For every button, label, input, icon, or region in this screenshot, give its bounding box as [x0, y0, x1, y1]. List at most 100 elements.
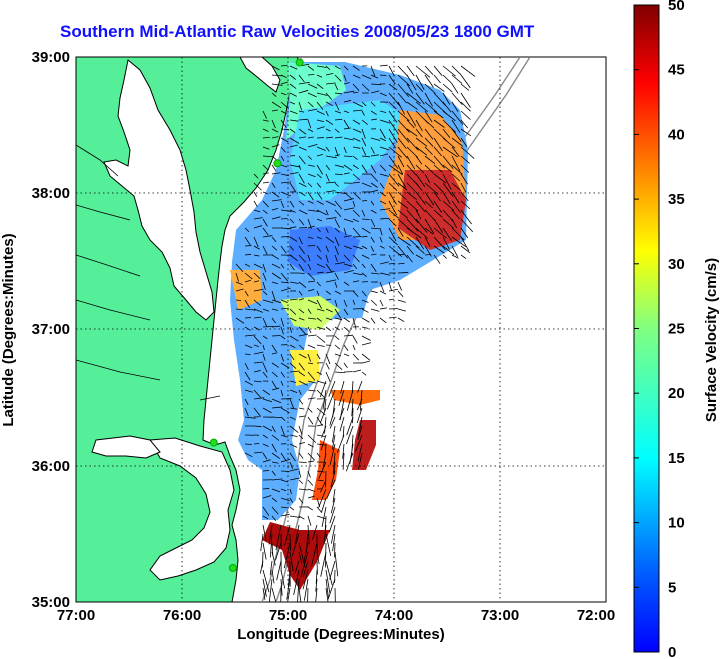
velocity-vector: [323, 524, 327, 545]
velocity-vector: [424, 119, 435, 129]
velocity-vector: [269, 533, 273, 558]
velocity-vector: [316, 110, 325, 115]
velocity-vector: [406, 200, 419, 212]
velocity-vector: [289, 461, 293, 470]
velocity-vector: [415, 65, 431, 78]
velocity-vector: [433, 200, 443, 213]
velocity-vector: [451, 191, 460, 204]
velocity-vector: [307, 143, 318, 148]
velocity-vector: [298, 353, 307, 359]
velocity-vector: [289, 281, 299, 284]
velocity-vector: [324, 416, 327, 434]
velocity-vector: [316, 371, 323, 375]
velocity-vector: [316, 479, 324, 482]
x-tick-label: 76:00: [163, 607, 201, 624]
velocity-vector: [280, 434, 288, 438]
velocity-vector: [442, 245, 455, 256]
velocity-vector: [334, 317, 343, 321]
colorbar-label: Surface Velocity (cm/s): [703, 258, 720, 422]
x-axis: 77:00 76:00 75:00 74:00 73:00 72:00 Long…: [57, 607, 615, 643]
velocity-vector: [307, 389, 316, 392]
velocity-vector: [289, 407, 297, 410]
velocity-vector: [271, 263, 281, 269]
grid-lines: [76, 57, 606, 602]
velocity-vector: [352, 65, 360, 71]
velocity-vector: [280, 146, 286, 153]
velocity-vector: [330, 497, 336, 514]
velocity-vector: [316, 227, 321, 233]
velocity-vector: [298, 263, 304, 272]
velocity-vector: [379, 272, 391, 276]
velocity-vector: [271, 478, 283, 481]
velocity-vector: [244, 272, 253, 280]
velocity-vector: [361, 342, 372, 346]
velocity-vector: [280, 407, 290, 414]
velocity-vector: [306, 533, 309, 548]
velocity-vector: [271, 208, 279, 211]
velocity-vector: [280, 81, 288, 85]
velocity-vector: [291, 533, 300, 557]
velocity-vector: [415, 128, 423, 138]
velocity-vector: [298, 461, 307, 464]
velocity-vector: [388, 65, 395, 77]
velocity-vector: [289, 380, 297, 383]
velocity-vector: [361, 200, 368, 202]
velocity-vector: [361, 353, 371, 361]
velocity-vector: [343, 235, 352, 238]
velocity-vector: [370, 154, 379, 157]
velocity-vector: [442, 110, 456, 122]
velocity-vector: [271, 308, 279, 311]
velocity-vector: [253, 173, 259, 179]
velocity-vector: [289, 254, 298, 262]
velocity-vector: [289, 92, 297, 97]
velocity-vector: [307, 92, 317, 98]
velocity-vector: [352, 245, 363, 250]
velocity-vector: [262, 434, 269, 439]
velocity-vector: [424, 182, 439, 195]
velocity-vector: [397, 317, 405, 323]
velocity-vector: [352, 200, 356, 207]
velocity-vector: [379, 153, 389, 157]
velocity-vector: [316, 92, 328, 96]
velocity-vector: [316, 182, 322, 188]
velocity-vector: [316, 209, 327, 216]
velocity-vector: [415, 164, 425, 174]
velocity-vector: [316, 424, 324, 427]
velocity-vector: [326, 479, 336, 499]
velocity-vectors: [235, 63, 476, 602]
velocity-vector: [280, 110, 287, 115]
velocity-vector: [320, 434, 327, 451]
velocity-vector: [361, 290, 367, 297]
velocity-vector: [433, 83, 445, 92]
velocity-vector: [307, 460, 314, 463]
velocity-vector: [329, 560, 336, 580]
albemarle-sound: [91, 435, 161, 459]
velocity-vector: [442, 164, 453, 173]
velocity-vector: [280, 272, 289, 282]
velocity-vector: [357, 380, 363, 393]
velocity-vector: [379, 182, 385, 189]
velocity-vector: [275, 524, 282, 551]
velocity-vector: [280, 371, 286, 378]
velocity-vector: [460, 173, 469, 185]
velocity-vector: [262, 181, 270, 184]
velocity-vector: [388, 288, 398, 292]
velocity-vector: [433, 164, 443, 173]
velocity-vector: [433, 173, 447, 184]
velocity-vector: [352, 181, 360, 184]
velocity-vector: [325, 136, 333, 139]
velocity-vector: [318, 461, 327, 479]
velocity-vector: [316, 299, 323, 309]
velocity-vector: [406, 146, 419, 158]
velocity-vector: [280, 119, 287, 128]
velocity-vector: [370, 164, 377, 174]
velocity-vector: [271, 236, 277, 243]
velocity-vector: [451, 74, 463, 84]
velocity-vector: [424, 200, 433, 209]
velocity-vector: [334, 92, 343, 95]
velocity-vector: [271, 74, 283, 77]
velocity-vector: [424, 218, 435, 234]
velocity-vector: [271, 281, 279, 285]
velocity-vector: [271, 136, 279, 139]
velocity-vector: [280, 74, 287, 79]
